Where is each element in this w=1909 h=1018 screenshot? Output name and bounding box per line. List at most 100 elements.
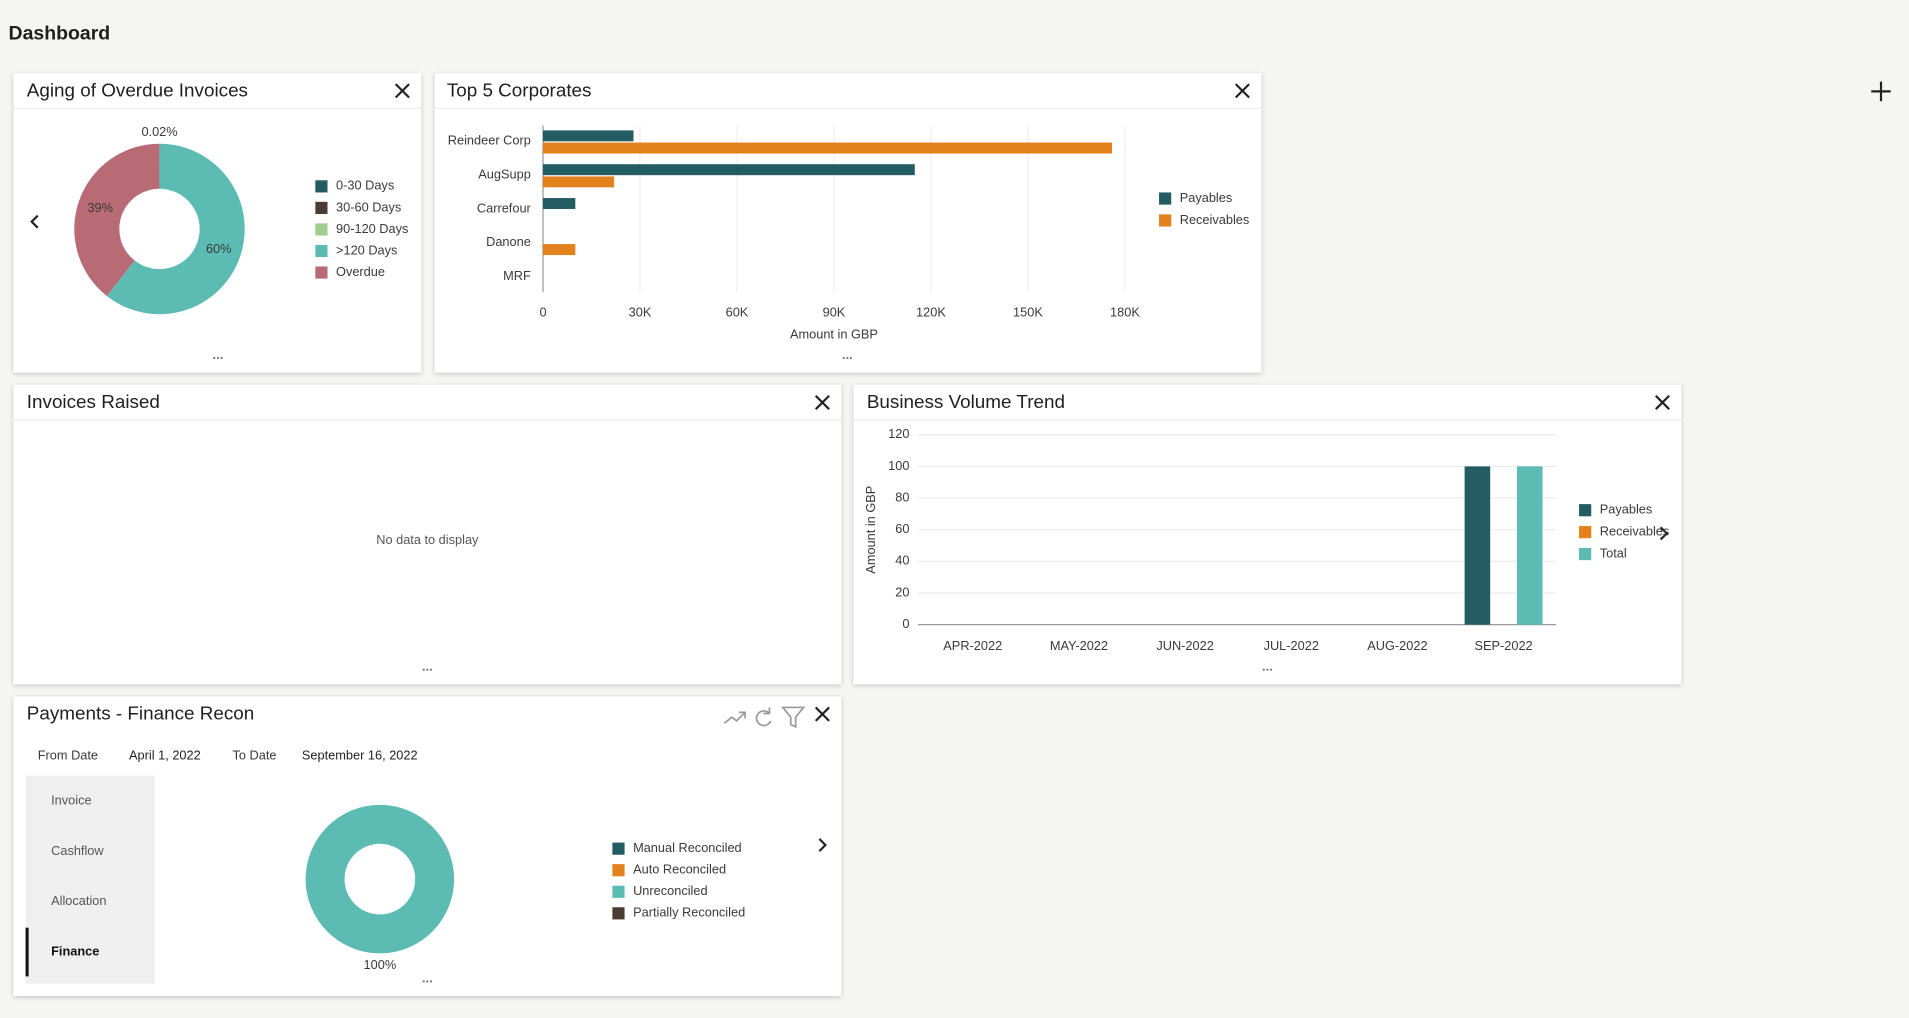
data-label: 60% <box>206 241 232 256</box>
x-tick-label: 90K <box>823 304 846 319</box>
y-tick-label: 0 <box>902 616 909 631</box>
legend-label: 90-120 Days <box>336 221 408 236</box>
close-button[interactable] <box>814 706 830 722</box>
x-axis-label: Amount in GBP <box>790 326 878 341</box>
legend-swatch <box>612 842 625 855</box>
header-dividers <box>13 107 1682 421</box>
legend-swatch <box>612 885 625 898</box>
x-tick-label: 0 <box>539 304 546 319</box>
legend-swatch <box>1159 192 1172 205</box>
bar <box>1516 466 1543 625</box>
x-tick-label: JUL-2022 <box>1264 638 1319 653</box>
legend-label: >120 Days <box>336 242 397 257</box>
empty-message: No data to display <box>376 532 479 547</box>
next-button[interactable] <box>818 838 827 852</box>
x-tick-label: 30K <box>629 304 652 319</box>
next-button[interactable] <box>1659 526 1669 541</box>
legend-swatch <box>1579 547 1592 561</box>
filter-button[interactable] <box>781 706 806 729</box>
tab-panel <box>25 775 155 984</box>
close-button[interactable] <box>1654 395 1670 410</box>
tab[interactable]: Invoice <box>51 793 91 808</box>
previous-button[interactable] <box>30 214 39 229</box>
y-tick-label: 100 <box>888 458 909 473</box>
y-tick-label: 60 <box>895 521 909 536</box>
legend-swatch <box>315 223 328 236</box>
legend-swatch <box>315 244 328 258</box>
to-label: To Date <box>233 748 277 763</box>
refresh-button[interactable] <box>755 707 772 727</box>
legend-label: Auto Reconciled <box>633 862 726 877</box>
y-tick-label: AugSupp <box>478 167 531 182</box>
legend-label: Payables <box>1180 190 1233 205</box>
y-tick-label: Danone <box>486 234 531 249</box>
drag-handles <box>213 356 1273 983</box>
y-tick-label: Reindeer Corp <box>448 133 531 148</box>
y-tick-label: MRF <box>503 268 531 283</box>
to-date: September 16, 2022 <box>302 748 418 763</box>
close-button[interactable] <box>394 83 410 99</box>
card-title: Invoices Raised <box>27 391 160 412</box>
legend-label: Overdue <box>336 264 385 279</box>
legend-swatch <box>315 266 328 279</box>
add-widget[interactable] <box>1871 81 1891 102</box>
data-label: 0.02% <box>141 124 177 139</box>
x-tick-label: APR-2022 <box>943 638 1002 653</box>
legend-label: Payables <box>1600 502 1653 517</box>
y-tick-label: 20 <box>895 584 909 599</box>
legend-label: Partially Reconciled <box>633 905 745 920</box>
y-tick-label: Carrefour <box>477 200 532 215</box>
bar <box>542 176 615 188</box>
card <box>13 384 842 685</box>
legend-label: Receivables <box>1600 524 1670 539</box>
legend-swatch <box>1579 504 1592 517</box>
x-tick-label: 120K <box>916 304 946 319</box>
x-tick-label: AUG-2022 <box>1367 638 1427 653</box>
bar <box>542 244 576 256</box>
tab-indicator <box>25 927 29 977</box>
data-label: 39% <box>87 200 113 215</box>
tab[interactable]: Finance <box>51 943 99 958</box>
x-tick-label: SEP-2022 <box>1474 638 1532 653</box>
legend-label: Receivables <box>1180 212 1250 227</box>
y-axis-label: Amount in GBP <box>863 486 878 574</box>
pie-slice <box>74 143 160 296</box>
card-title: Top 5 Corporates <box>447 79 592 100</box>
from-label: From Date <box>38 748 98 763</box>
pie-slice <box>106 143 245 315</box>
y-tick-label: 40 <box>895 553 909 568</box>
page-title: Dashboard <box>9 22 111 44</box>
data-label: 100% <box>364 957 397 972</box>
bar <box>542 130 634 142</box>
close-button[interactable] <box>814 395 830 410</box>
x-tick-label: 60K <box>726 304 749 319</box>
legend-swatch <box>1159 214 1172 227</box>
trend-button[interactable] <box>723 711 746 724</box>
legend-label: 30-60 Days <box>336 199 401 214</box>
legend-swatch <box>315 180 328 193</box>
tab[interactable]: Allocation <box>51 893 106 908</box>
close-button[interactable] <box>1234 83 1250 99</box>
bar <box>542 164 915 176</box>
legend-swatch <box>612 907 625 920</box>
from-date: April 1, 2022 <box>129 748 201 763</box>
bar <box>1464 466 1491 625</box>
bar <box>542 142 1113 154</box>
legend-label: Total <box>1600 545 1627 560</box>
legend-label: 0-30 Days <box>336 178 394 193</box>
x-tick-label: 150K <box>1013 304 1043 319</box>
legend-swatch <box>315 201 328 215</box>
y-tick-label: 80 <box>895 489 909 504</box>
card-title: Payments - Finance Recon <box>27 703 254 724</box>
x-tick-label: JUN-2022 <box>1156 638 1213 653</box>
card-title: Business Volume Trend <box>867 391 1065 412</box>
card <box>434 73 1262 373</box>
legend-label: Unreconciled <box>633 883 708 898</box>
legend-swatch <box>1579 526 1592 539</box>
legend-swatch <box>612 864 625 877</box>
x-tick-label: MAY-2022 <box>1050 638 1108 653</box>
x-tick-label: 180K <box>1110 304 1140 319</box>
tab[interactable]: Cashflow <box>51 843 104 858</box>
